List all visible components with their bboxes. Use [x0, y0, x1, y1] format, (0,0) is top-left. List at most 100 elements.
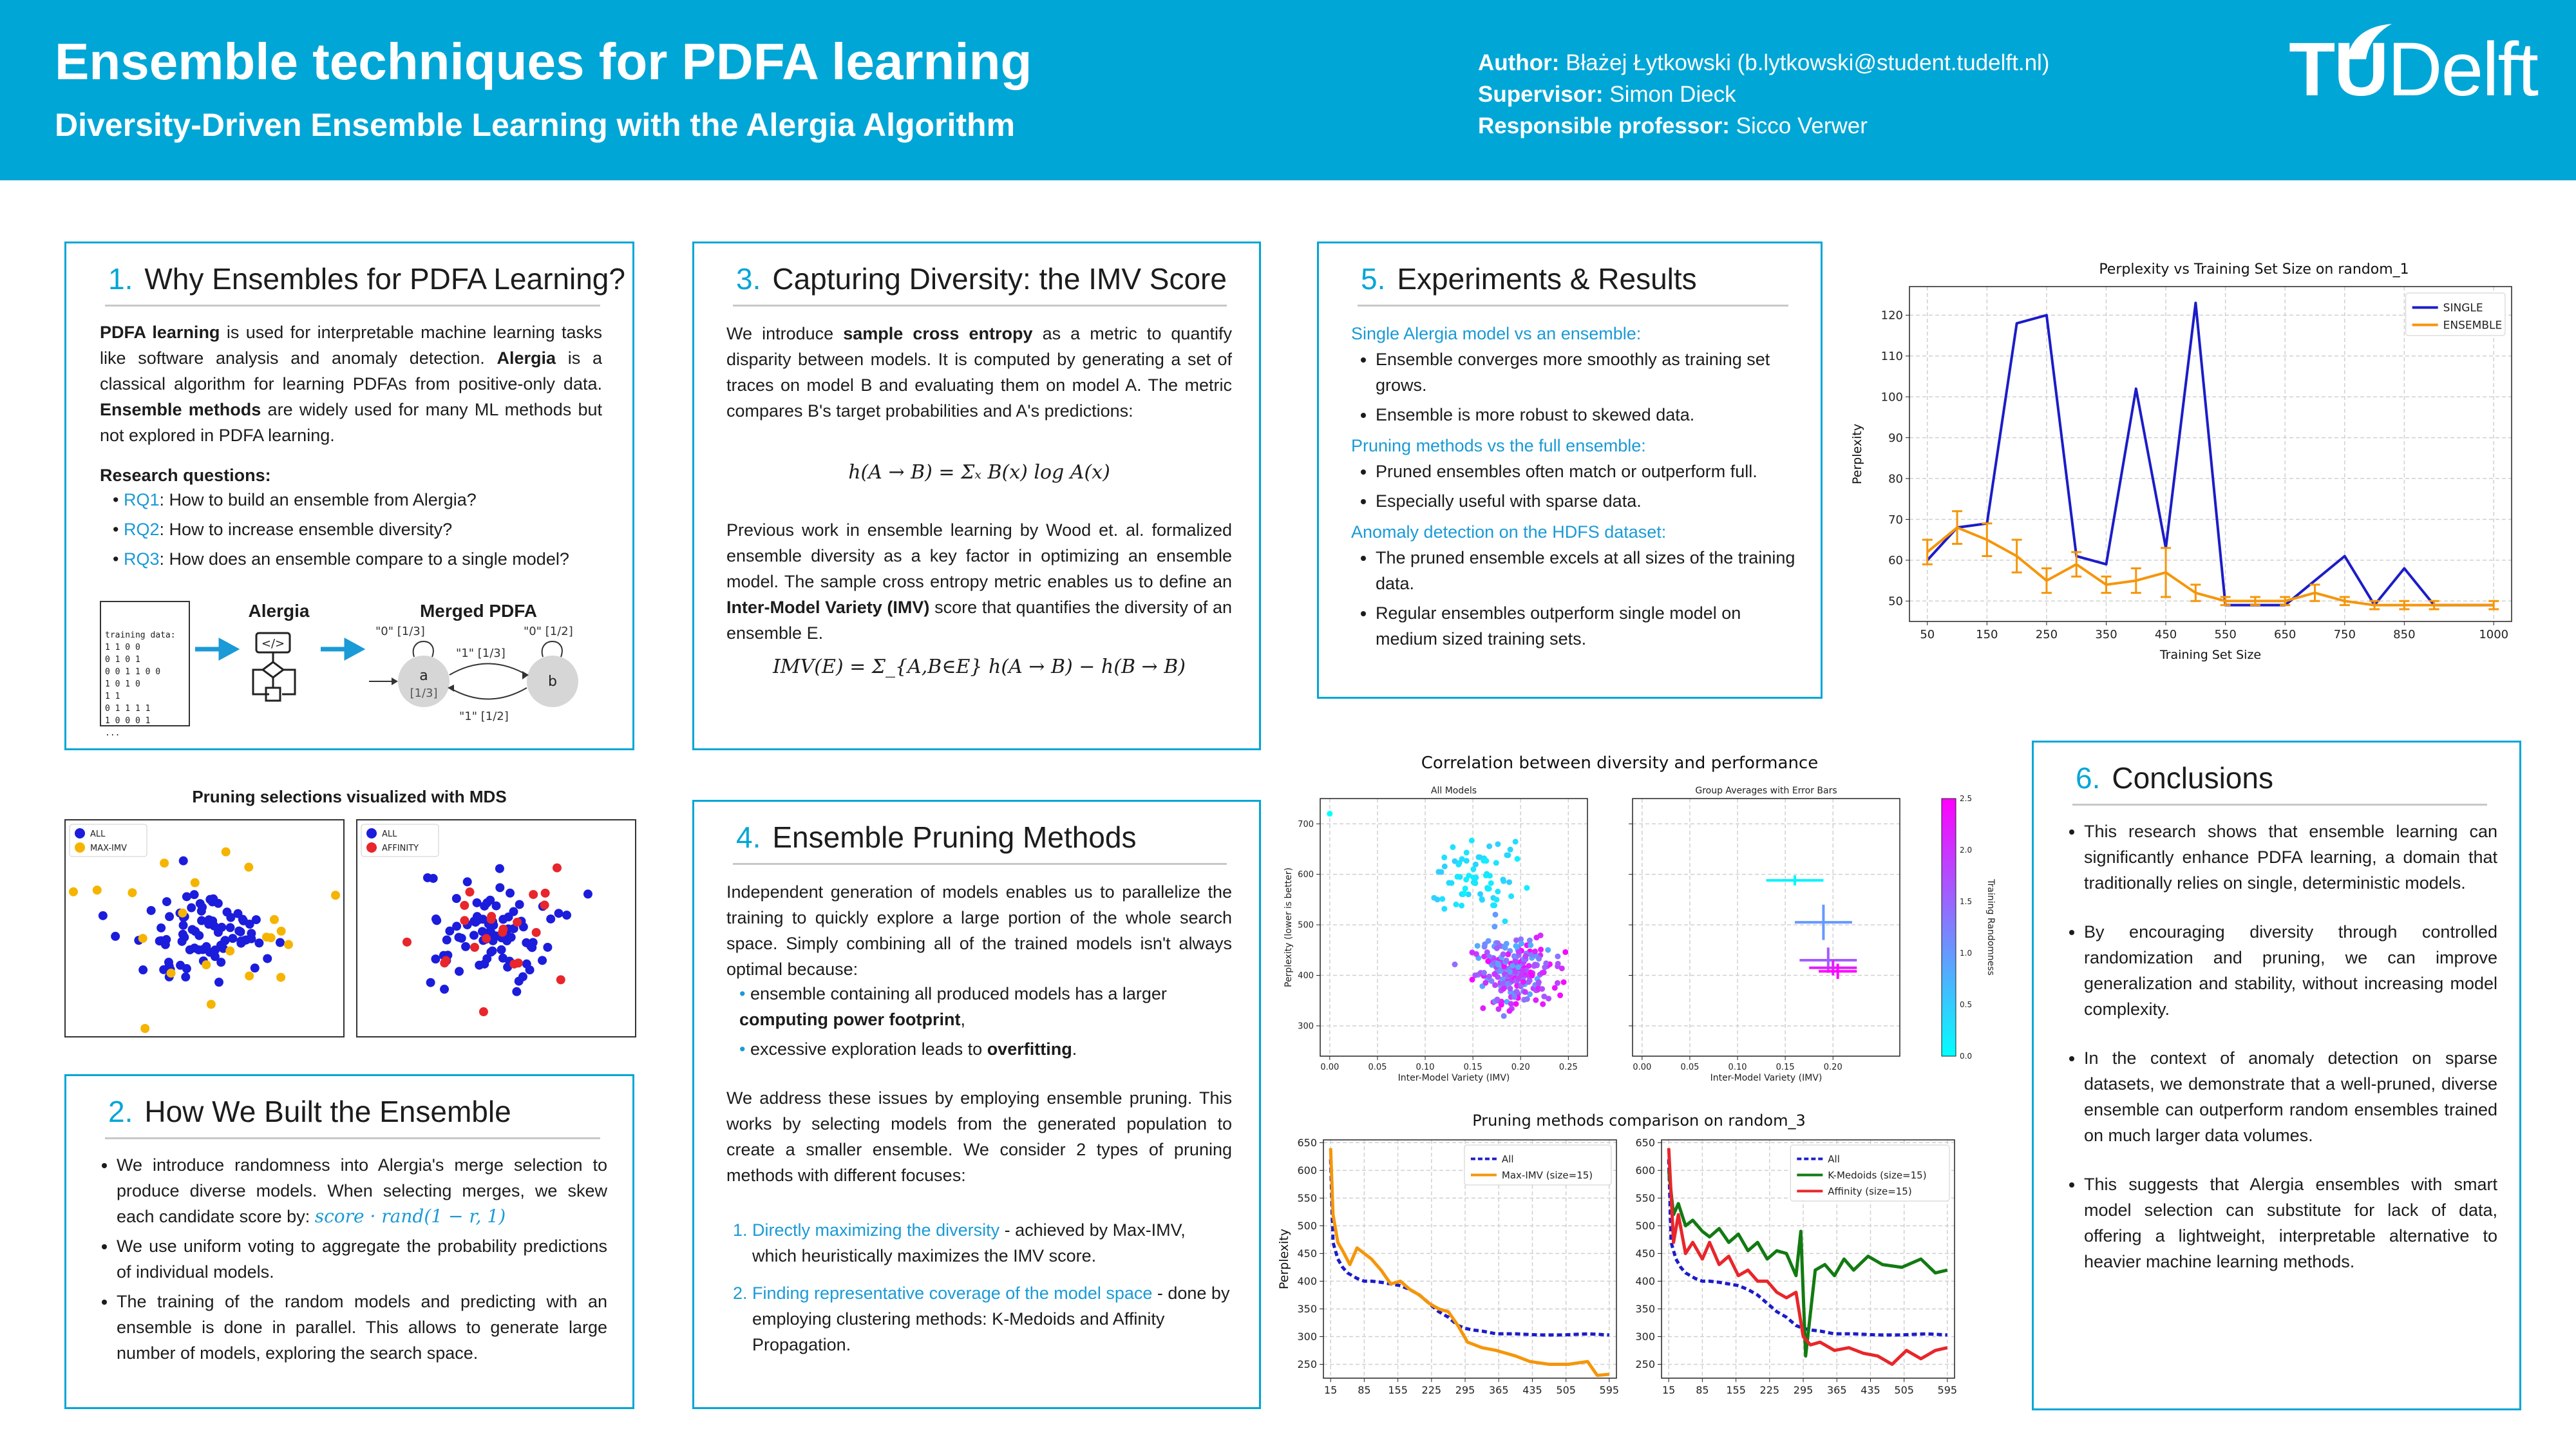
author-label: Author: [1478, 50, 1560, 75]
data-point [1503, 940, 1510, 947]
legend-label: ALL [90, 829, 106, 839]
data-point [1469, 949, 1475, 956]
data-point [428, 873, 438, 883]
data-point [1446, 880, 1452, 886]
data-point [1474, 943, 1481, 949]
data-point [498, 927, 507, 937]
data-point [1486, 973, 1492, 980]
data-point [159, 965, 169, 974]
data-point [1539, 986, 1546, 992]
x-tick-label: 450 [2155, 628, 2177, 641]
y-tick-label: 350 [1297, 1303, 1317, 1315]
intro-paragraph: PDFA learning is used for interpretable … [100, 323, 603, 445]
data-point [1533, 997, 1539, 1003]
data-point [1551, 985, 1558, 991]
data-point [460, 900, 469, 910]
legend-label: ALL [382, 829, 397, 839]
data-point [1505, 951, 1511, 958]
data-point [556, 975, 565, 985]
svg-text:</>: </> [261, 637, 285, 650]
legend-label: MAX-IMV [90, 844, 127, 853]
data-point [275, 938, 285, 947]
data-point [440, 985, 450, 994]
panel-subtitle: Group Averages with Error Bars [1695, 786, 1837, 796]
data-point [475, 960, 484, 970]
data-point [254, 938, 264, 948]
data-point [182, 964, 191, 974]
data-point [495, 883, 505, 893]
data-point [1558, 965, 1565, 972]
data-point [236, 927, 245, 936]
data-point [69, 887, 78, 896]
data-point [1452, 858, 1458, 864]
data-point [187, 925, 197, 934]
data-point [1486, 843, 1493, 849]
x-tick-label: 0.00 [1320, 1063, 1339, 1072]
y-axis-label: Perplexity [1850, 424, 1864, 484]
data-point [1515, 949, 1522, 955]
data-point [583, 889, 592, 899]
professor-name: Sicco Verwer [1736, 113, 1868, 138]
state-a: a [419, 668, 428, 684]
list-item: This suggests that Alergia ensembles wit… [2084, 1171, 2497, 1274]
data-point [1508, 1001, 1514, 1007]
x-tick-label: 250 [2036, 628, 2058, 641]
data-point [228, 934, 238, 943]
edge-label: "0" [1/3] [375, 625, 425, 638]
colorbar-tick-label: 0.5 [1960, 1000, 1972, 1009]
legend-box [361, 824, 439, 857]
colorbar-tick-label: 2.5 [1960, 794, 1972, 803]
x-tick-label: 435 [1522, 1384, 1542, 1396]
data-point [111, 931, 120, 941]
data-point [1514, 856, 1520, 862]
data-point [1557, 992, 1564, 999]
colorbar-label: Training Randomness [1985, 878, 1996, 976]
data-point [1507, 985, 1513, 992]
data-point [1493, 945, 1500, 951]
merged-pdfa-diagram: a [1/3] b "0" [1/3] "0" [1/2] "1" [1/3] … [369, 625, 578, 723]
chart-title: Perplexity vs Training Set Size on rando… [2099, 261, 2409, 278]
data-point [225, 946, 235, 956]
data-point [160, 940, 170, 949]
x-tick-label: 595 [1600, 1384, 1620, 1396]
data-point [138, 934, 147, 943]
x-axis-label: Inter-Model Variety (IMV) [1710, 1073, 1823, 1083]
data-point [478, 1007, 488, 1017]
data-point [1488, 978, 1495, 984]
data-point [1482, 872, 1489, 878]
data-point [245, 971, 254, 981]
data-point [402, 937, 412, 947]
y-tick-label: 300 [1297, 1331, 1317, 1343]
legend-label: All [1828, 1153, 1840, 1165]
data-point [204, 920, 214, 929]
legend-label: Affinity (size=15) [1828, 1186, 1911, 1197]
colorbar-tick-label: 2.0 [1960, 846, 1972, 855]
mds-plot-affinity: ALL AFFINITY [356, 819, 636, 1037]
list-item: • RQ2: How to increase ensemble diversit… [113, 520, 453, 539]
y-tick-label: 500 [1297, 1220, 1317, 1232]
data-point [469, 931, 478, 940]
x-tick-label: 0.00 [1633, 1063, 1651, 1072]
data-point [1459, 902, 1465, 909]
legend-label: K-Medoids (size=15) [1828, 1170, 1926, 1181]
plot-frame [1323, 1139, 1617, 1379]
data-point [477, 927, 487, 936]
data-point [522, 938, 531, 947]
cross-entropy-formula: h(A → B) = Σₓ B(x) log A(x) [848, 461, 1110, 484]
data-point [1532, 962, 1539, 969]
data-point [538, 956, 547, 965]
data-point [1526, 979, 1532, 985]
data-point [461, 942, 471, 951]
data-point [180, 933, 189, 942]
data-point [1501, 1013, 1507, 1019]
arrow-right-icon [195, 638, 240, 661]
list-item: We introduce randomness into Alergia's m… [117, 1152, 607, 1229]
author-name[interactable]: Błażej Łytkowski (b.lytkowski@student.tu… [1566, 50, 2050, 75]
data-point [1524, 996, 1530, 1002]
data-point [1555, 960, 1561, 967]
list-item: We use uniform voting to aggregate the p… [117, 1233, 607, 1285]
data-point [1450, 844, 1456, 850]
x-tick-label: 0.05 [1368, 1063, 1387, 1072]
list-item: • RQ1: How to build an ensemble from Ale… [113, 490, 477, 509]
data-point [495, 864, 504, 873]
